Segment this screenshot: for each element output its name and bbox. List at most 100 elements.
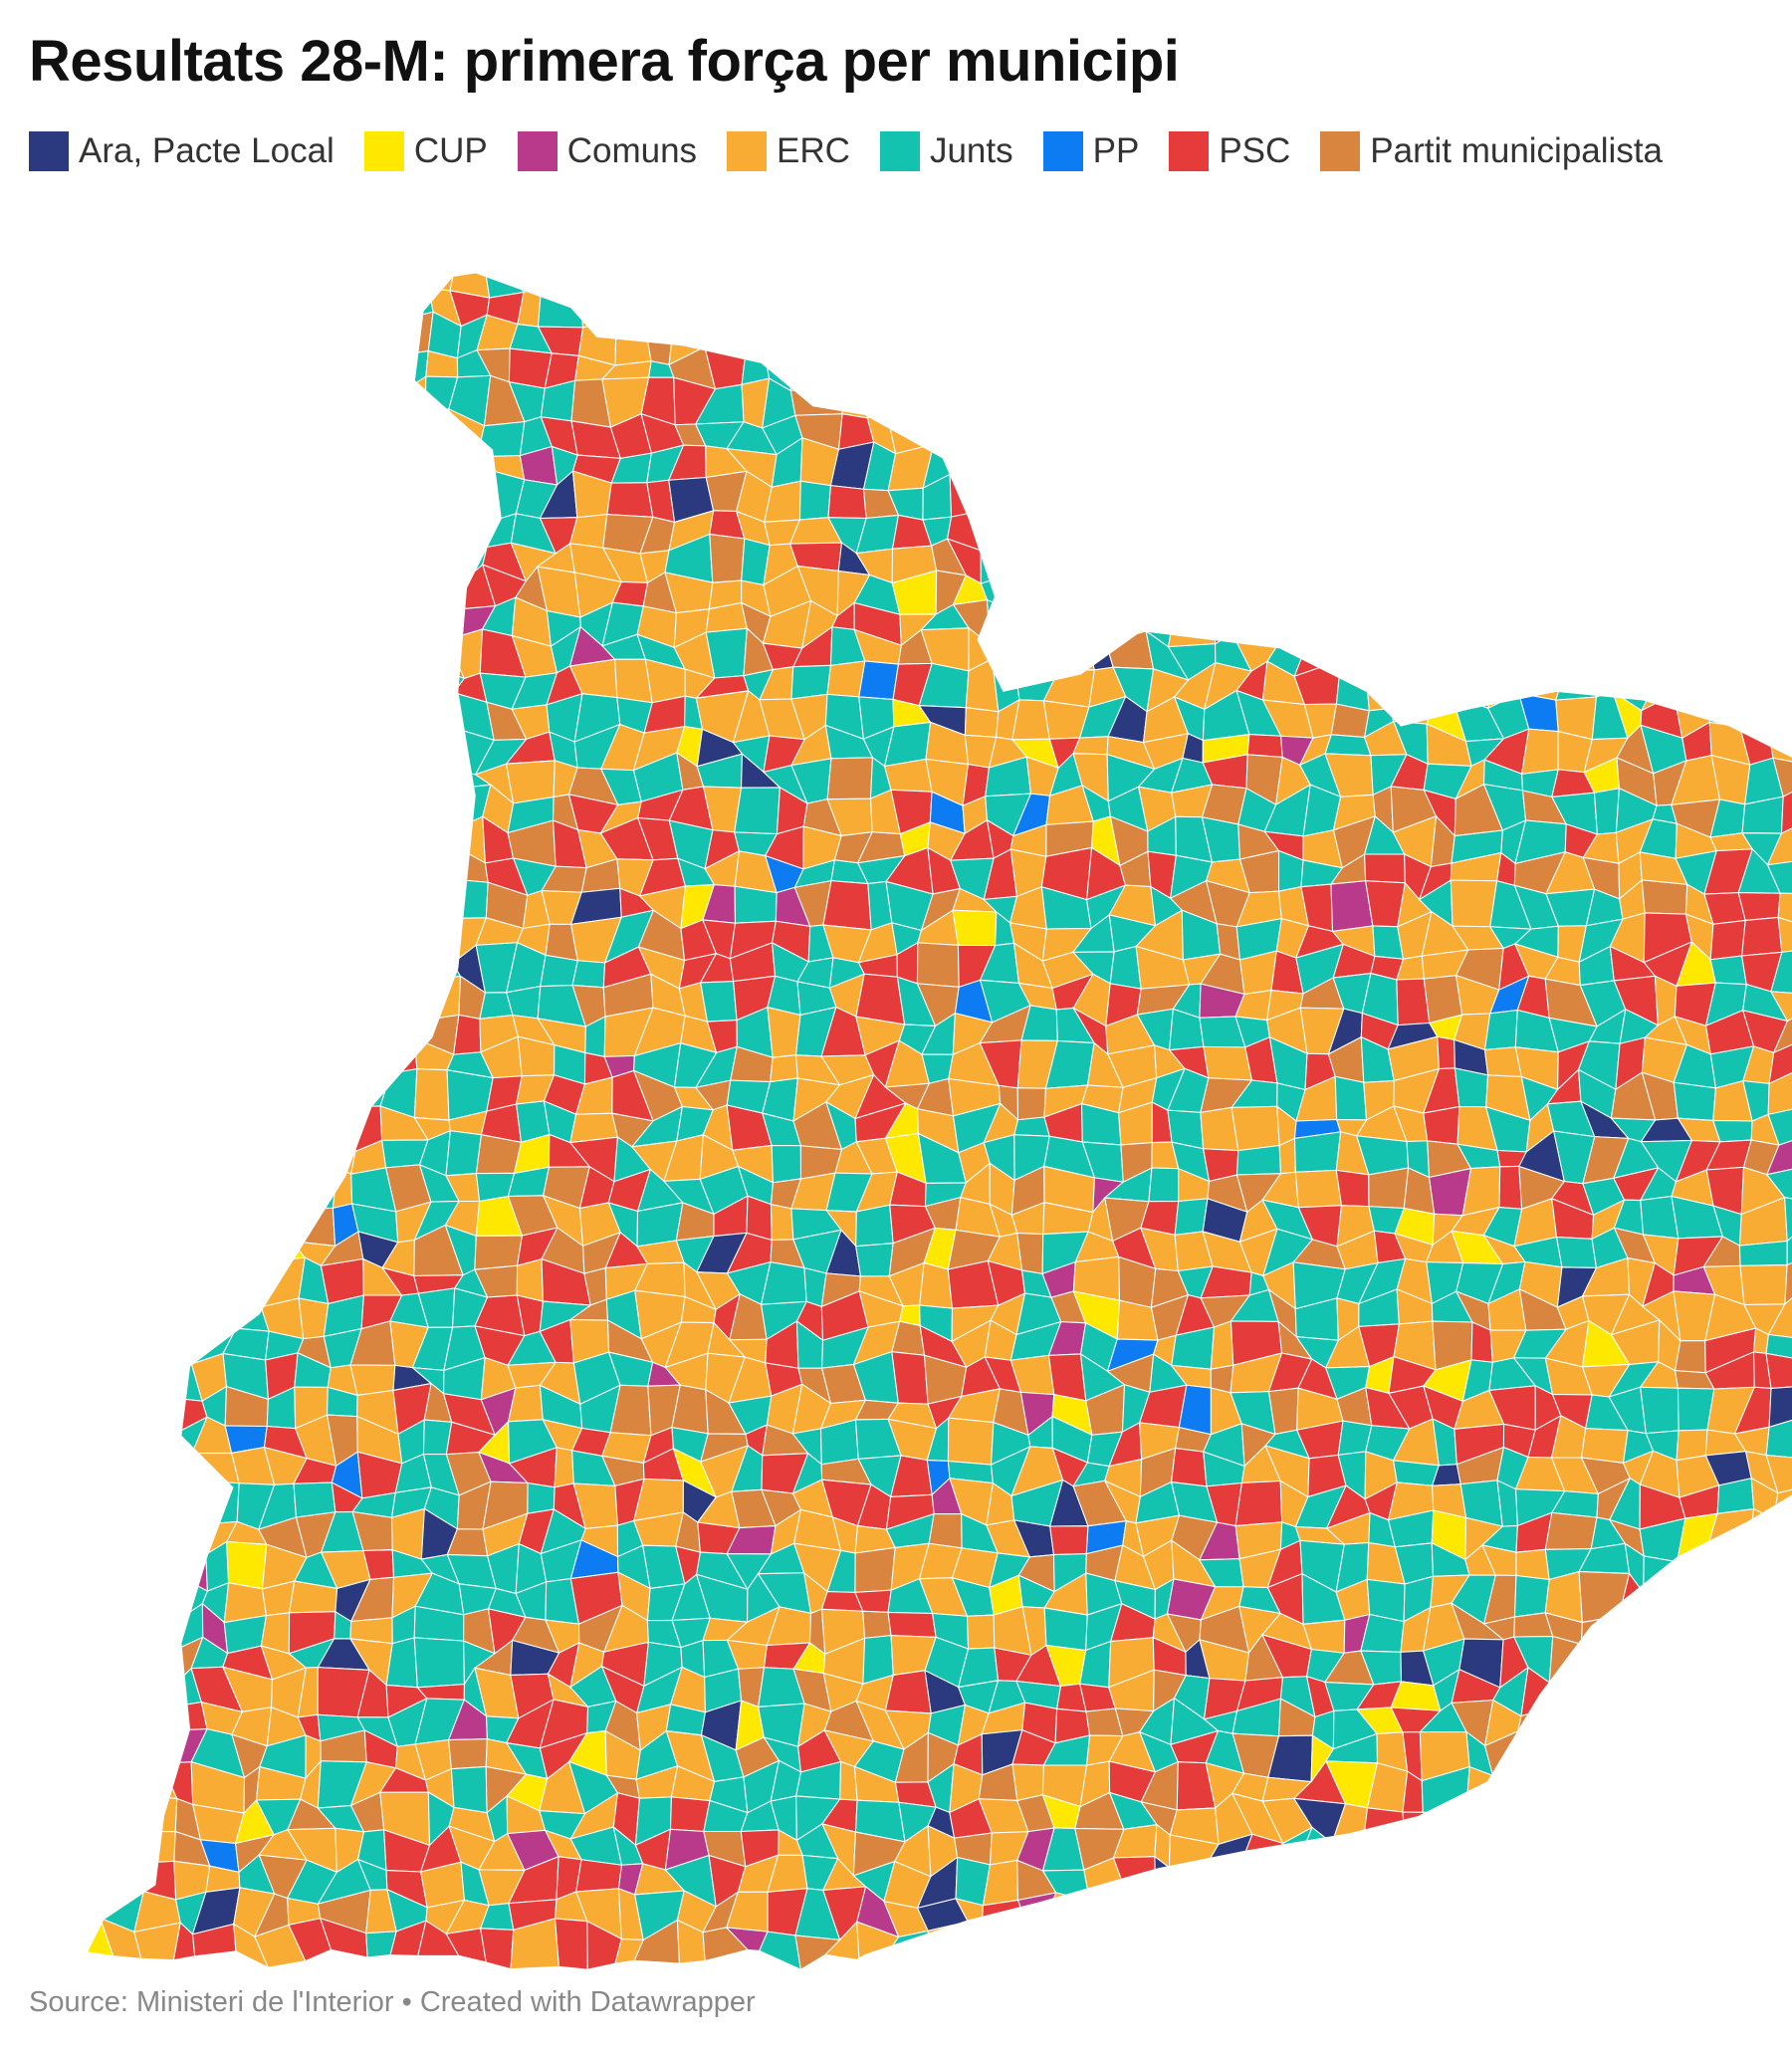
legend-item: ERC [727, 131, 850, 171]
municipality [1708, 1934, 1750, 1969]
municipality [1559, 1889, 1598, 1934]
municipality [256, 752, 299, 806]
municipality [1135, 1923, 1186, 1968]
municipality [351, 573, 396, 606]
municipality [1513, 352, 1554, 387]
municipality [979, 406, 1031, 452]
municipality [43, 298, 48, 332]
municipality [1488, 1823, 1525, 1875]
municipality [225, 753, 260, 807]
municipality [11, 1230, 40, 1274]
municipality [890, 282, 923, 334]
municipality [1261, 1862, 1299, 1910]
municipality [318, 881, 370, 931]
municipality [140, 846, 174, 900]
municipality [76, 1393, 114, 1435]
municipality [43, 1674, 55, 1711]
municipality [79, 1710, 118, 1733]
municipality [1767, 1107, 1792, 1146]
municipality [1234, 231, 1273, 270]
municipality [369, 1051, 391, 1085]
municipality [1735, 1857, 1783, 1907]
municipality [196, 884, 244, 924]
municipality [320, 738, 356, 760]
municipality [456, 879, 489, 919]
municipality [1673, 1081, 1716, 1121]
municipality [70, 1429, 114, 1458]
municipality [1457, 219, 1498, 269]
municipality [1373, 610, 1409, 643]
municipality [1273, 196, 1304, 238]
municipality [1614, 405, 1649, 454]
municipality [1703, 539, 1755, 575]
municipality [1554, 273, 1596, 302]
municipality [43, 943, 52, 990]
map [11, 192, 1792, 1971]
municipality [1777, 642, 1792, 664]
municipality [1485, 225, 1525, 262]
municipality [1168, 192, 1212, 233]
municipality [1433, 540, 1470, 580]
municipality [414, 659, 466, 694]
municipality [413, 1637, 465, 1689]
municipality [1487, 483, 1522, 513]
municipality [1019, 273, 1063, 290]
municipality [163, 1087, 194, 1118]
municipality [1622, 198, 1653, 224]
municipality [1607, 1683, 1662, 1708]
municipality [107, 1084, 139, 1110]
municipality [130, 1430, 181, 1465]
municipality [1784, 512, 1792, 553]
municipality [302, 1107, 332, 1140]
municipality [1713, 442, 1750, 478]
municipality [1704, 1716, 1755, 1736]
municipality [1748, 1507, 1787, 1547]
municipality [1616, 273, 1648, 292]
municipality [66, 821, 115, 868]
municipality [916, 942, 960, 988]
municipality [254, 517, 297, 555]
municipality [855, 1243, 894, 1277]
municipality [128, 1049, 181, 1089]
municipality [1171, 446, 1206, 487]
municipality [571, 960, 606, 989]
municipality [861, 192, 897, 228]
municipality [43, 1451, 73, 1486]
municipality [164, 1104, 194, 1152]
municipality [481, 198, 525, 239]
municipality [474, 1235, 524, 1270]
municipality [734, 885, 778, 924]
municipality [136, 1015, 171, 1056]
municipality [43, 1384, 82, 1432]
municipality [1765, 1333, 1792, 1361]
municipality [267, 379, 302, 426]
municipality [1017, 1922, 1046, 1966]
municipality [165, 223, 212, 265]
municipality [1655, 1635, 1684, 1685]
municipality [166, 1452, 211, 1486]
municipality [1359, 452, 1410, 477]
municipality [381, 512, 434, 547]
municipality [71, 1036, 117, 1089]
municipality [731, 235, 780, 268]
municipality [1766, 820, 1792, 866]
municipality [1152, 224, 1187, 271]
municipality [916, 376, 958, 424]
municipality [1426, 357, 1470, 390]
municipality [1487, 1868, 1522, 1909]
municipality [235, 1067, 270, 1118]
municipality [384, 762, 432, 793]
municipality [1647, 1796, 1691, 1845]
municipality [165, 273, 212, 300]
municipality [293, 1481, 336, 1518]
municipality [1520, 1823, 1552, 1877]
municipality [952, 909, 998, 947]
municipality [540, 219, 585, 268]
municipality [1737, 892, 1781, 922]
municipality [194, 1242, 226, 1274]
municipality [190, 694, 232, 737]
municipality [950, 194, 998, 236]
municipality [1673, 1794, 1707, 1845]
municipality [1660, 1771, 1691, 1798]
municipality [290, 851, 331, 894]
